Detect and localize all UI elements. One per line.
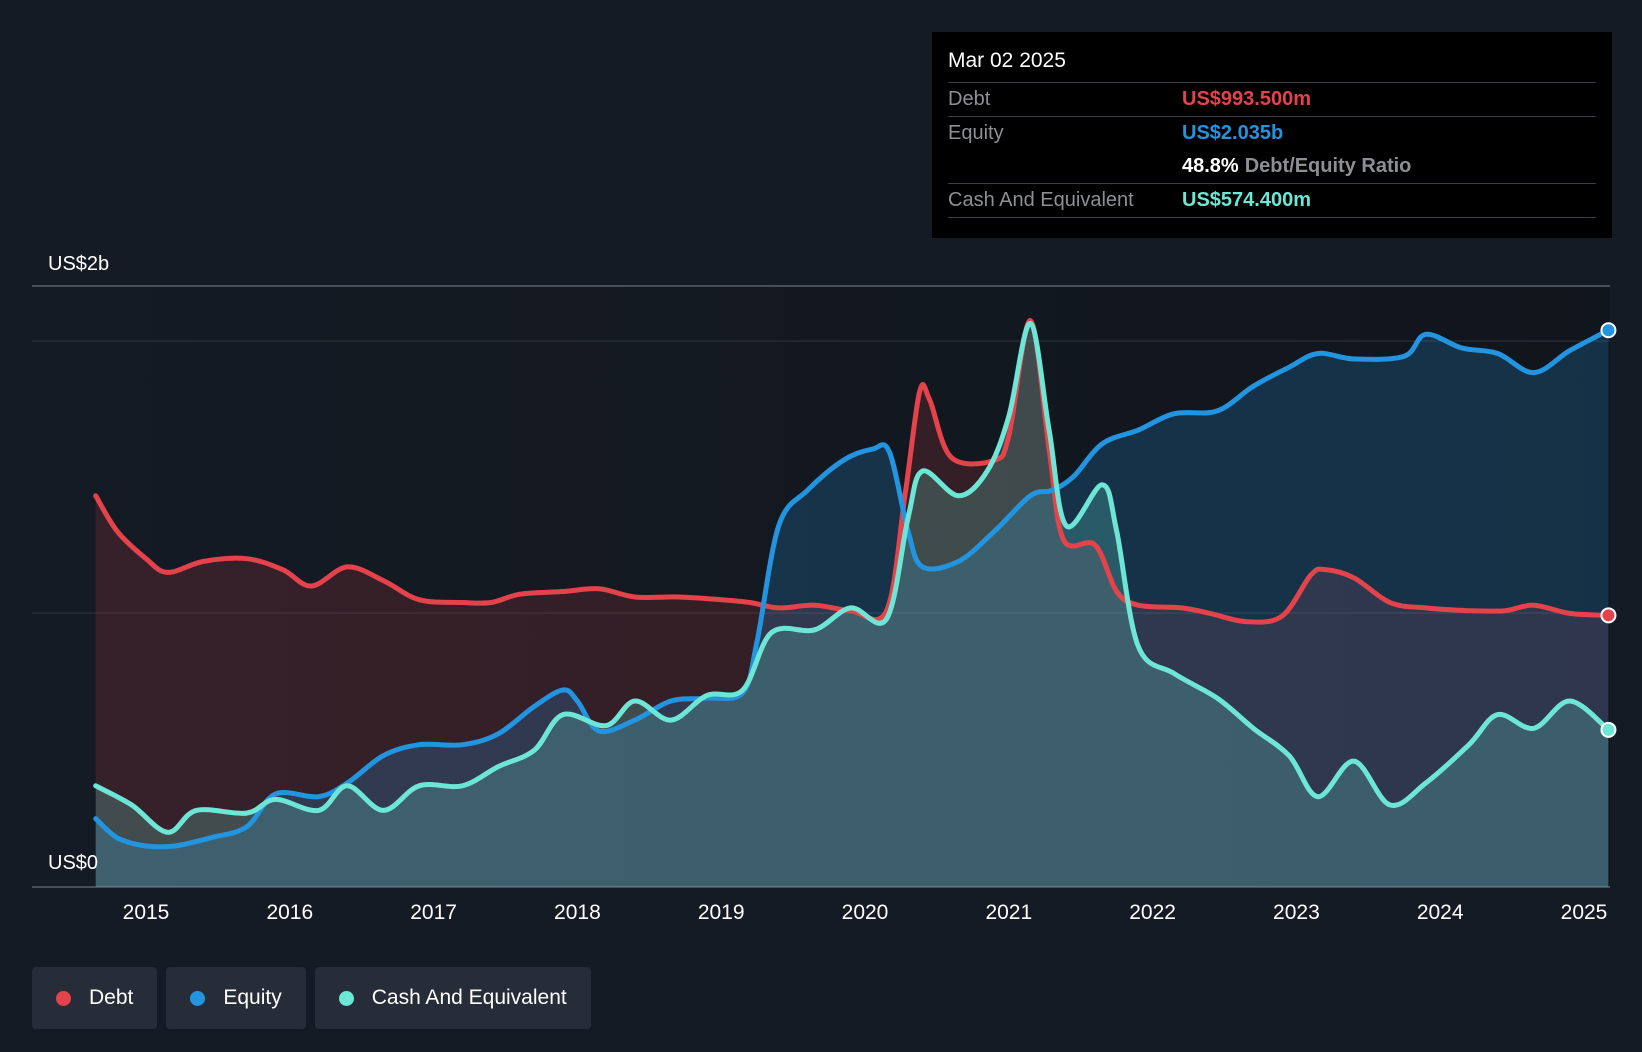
- tooltip-debt-row: Debt US$993.500m: [948, 82, 1596, 116]
- cash-and-equivalent-line: [93, 320, 1611, 835]
- x-tick-label: 2021: [985, 901, 1032, 924]
- tooltip-equity-value: US$2.035b: [1182, 122, 1284, 144]
- legend-label-cash: Cash And Equivalent: [371, 986, 567, 1009]
- tooltip-cash-value: US$574.400m: [1182, 189, 1311, 211]
- x-tick-label: 2025: [1561, 901, 1608, 924]
- cash-and-equivalent-area: [95, 323, 1609, 887]
- debt-line: [93, 318, 1611, 625]
- tooltip-ratio-value: 48.8%: [1182, 155, 1239, 177]
- tooltip-debt-value: US$993.500m: [1182, 88, 1311, 110]
- legend-label-debt: Debt: [89, 986, 134, 1009]
- tooltip-debt-label: Debt: [948, 88, 991, 110]
- tooltip-date: Mar 02 2025: [948, 49, 1066, 72]
- tooltip-cash-row: Cash And Equivalent US$574.400m: [948, 183, 1596, 218]
- x-tick-label: 2022: [1129, 901, 1176, 924]
- cash-dot-icon: [338, 990, 354, 1006]
- x-tick-label: 2020: [842, 901, 889, 924]
- x-tick-label: 2024: [1417, 901, 1464, 924]
- x-tick-label: 2019: [698, 901, 745, 924]
- tooltip-equity-label: Equity: [948, 122, 1004, 144]
- debt-dot-icon: [56, 990, 71, 1006]
- x-tick-label: 2017: [410, 901, 457, 924]
- tooltip-equity-row: Equity US$2.035b: [948, 116, 1596, 150]
- x-tick-label: 2016: [266, 901, 313, 924]
- debt-end-point[interactable]: [1600, 607, 1617, 624]
- x-tick-label: 2015: [123, 901, 170, 924]
- legend-item-debt[interactable]: Debt: [32, 967, 158, 1029]
- tooltip-cash-label: Cash And Equivalent: [948, 189, 1134, 211]
- equity-line: [93, 327, 1611, 850]
- equity-dot-icon: [190, 990, 206, 1006]
- tooltip-ratio-label: Debt/Equity Ratio: [1244, 155, 1412, 177]
- y-axis-label: US$0: [48, 852, 98, 874]
- legend-item-cash[interactable]: Cash And Equivalent: [314, 967, 591, 1029]
- y-axis-label: US$2b: [48, 253, 109, 275]
- tooltip-ratio-row: 48.8% Debt/Equity Ratio: [948, 150, 1596, 183]
- debt-area: [95, 320, 1609, 887]
- chart-legend: Debt Equity Cash And Equivalent: [32, 967, 591, 1029]
- equity-end-point[interactable]: [1600, 322, 1617, 339]
- x-tick-label: 2018: [554, 901, 601, 924]
- plot-background: [32, 286, 1610, 888]
- cash-and-equivalent-end-point[interactable]: [1600, 721, 1617, 738]
- legend-label-equity: Equity: [223, 986, 282, 1009]
- tooltip-panel: Mar 02 2025 Debt US$993.500m Equity US$2…: [932, 32, 1612, 238]
- legend-item-equity[interactable]: Equity: [166, 967, 306, 1029]
- x-tick-label: 2023: [1273, 901, 1320, 924]
